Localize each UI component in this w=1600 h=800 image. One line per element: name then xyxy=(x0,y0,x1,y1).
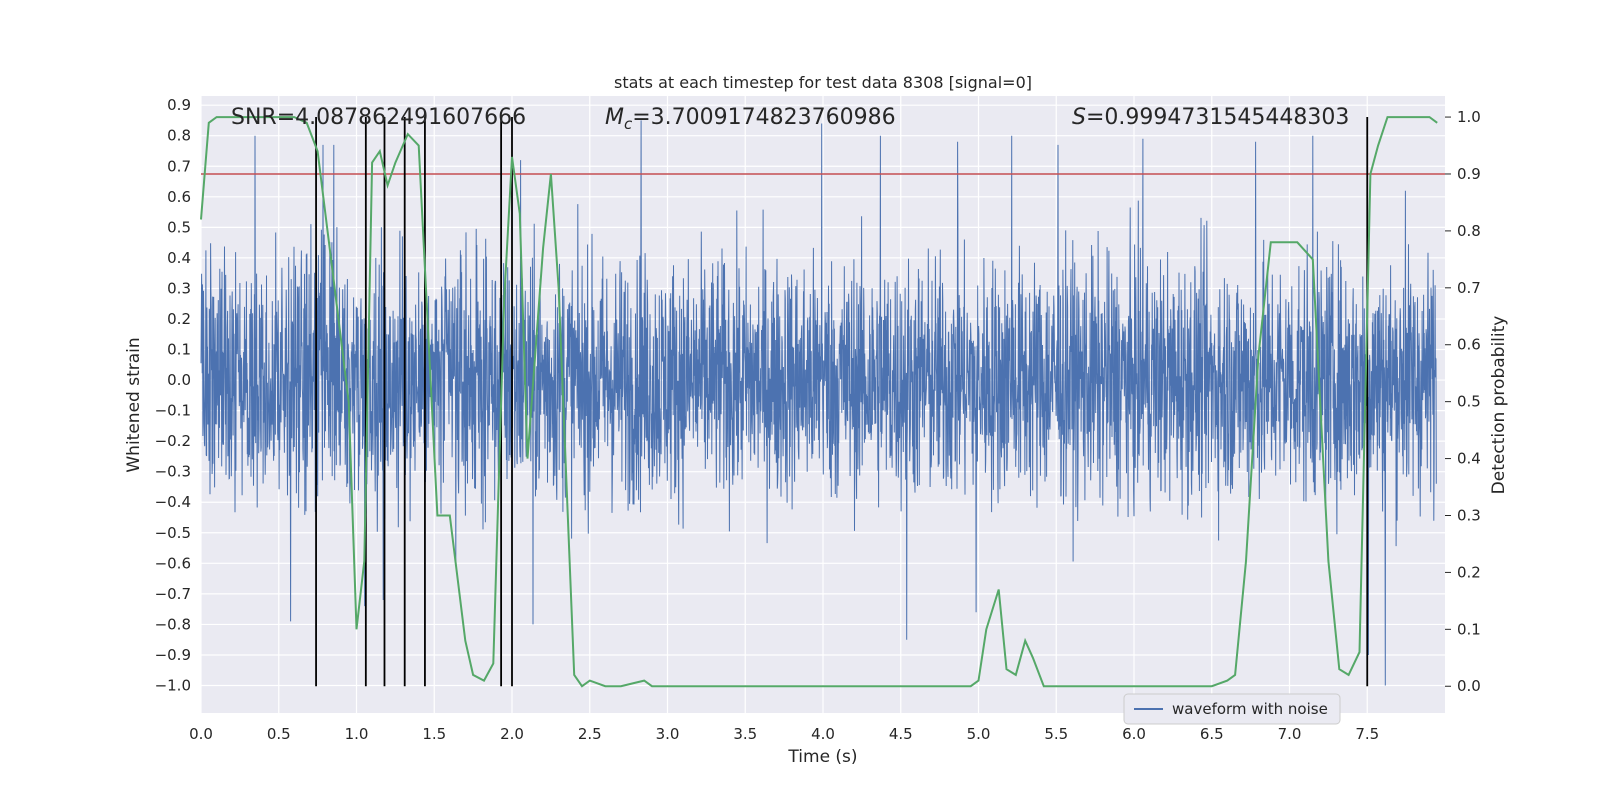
y-right-tick-label: 0.0 xyxy=(1457,677,1481,695)
y-right-tick-label: 0.5 xyxy=(1457,393,1481,411)
y-left-tick-label: −0.9 xyxy=(155,646,191,664)
x-tick-label: 1.0 xyxy=(345,725,369,743)
x-tick-label: 6.5 xyxy=(1200,725,1224,743)
x-tick-label: 0.5 xyxy=(267,725,291,743)
y-left-tick-label: 0.3 xyxy=(167,279,191,297)
mc-subscript: c xyxy=(624,115,633,133)
y-left-tick-label: −0.5 xyxy=(155,524,191,542)
y-left-tick-label: 0.6 xyxy=(167,188,191,206)
s-symbol: S xyxy=(1072,105,1086,130)
legend-label: waveform with noise xyxy=(1172,700,1328,718)
x-tick-label: 6.0 xyxy=(1122,725,1146,743)
y-left-axis-label: Whitened strain xyxy=(124,337,144,472)
y-left-tick-label: −0.6 xyxy=(155,554,191,572)
x-tick-label: 4.0 xyxy=(811,725,835,743)
waveform-line xyxy=(200,120,1437,686)
y-left-tick-label: 0.1 xyxy=(167,341,191,359)
y-left-tick-label: −0.3 xyxy=(155,463,191,481)
x-tick-label: 7.5 xyxy=(1355,725,1379,743)
y-left-tick-label: −0.1 xyxy=(155,402,191,420)
y-left-tick-label: 0.5 xyxy=(167,218,191,236)
y-right-tick-label: 0.1 xyxy=(1457,620,1481,638)
y-right-tick-label: 0.6 xyxy=(1457,336,1481,354)
y-right-tick-label: 0.2 xyxy=(1457,563,1481,581)
y-left-tick-label: 0.2 xyxy=(167,310,191,328)
y-left-tick-labels: 0.9 0.8 0.7 0.6 0.5 0.4 0.3 0.2 0.1 0.0 −0.1 −0.2 −0… xyxy=(155,96,191,694)
legend: waveform with noise xyxy=(1123,693,1341,725)
detection-probability-line xyxy=(200,116,1438,688)
y-left-tick-label: −1.0 xyxy=(155,677,191,695)
x-tick-label: 1.5 xyxy=(422,725,446,743)
s-annotation: S=0.9994731545448303 xyxy=(1072,105,1349,130)
x-tick-label: 3.0 xyxy=(656,725,680,743)
y-left-tick-label: −0.2 xyxy=(155,432,191,450)
mc-annotation: Mc=3.7009174823760986 xyxy=(605,105,896,133)
x-tick-labels: 0.0 0.5 1.0 1.5 2.0 2.5 3.0 3.5 4.0 4.5 5.0 5.5 6.0 6… xyxy=(189,725,1379,743)
x-tick-label: 5.0 xyxy=(967,725,991,743)
y-left-tick-label: −0.7 xyxy=(155,585,191,603)
y-right-tick-label: 1.0 xyxy=(1457,108,1481,126)
x-tick-label: 0.0 xyxy=(189,725,213,743)
x-tick-label: 3.5 xyxy=(733,725,757,743)
y-left-tick-label: −0.8 xyxy=(155,615,191,633)
y-right-tick-label: 0.9 xyxy=(1457,165,1481,183)
chart-title: stats at each timestep for test data 830… xyxy=(614,73,1032,92)
y-right-tick-label: 0.4 xyxy=(1457,450,1481,468)
y-right-axis-label: Detection probability xyxy=(1489,316,1509,495)
mc-value: =3.7009174823760986 xyxy=(632,105,895,130)
x-tick-label: 2.0 xyxy=(500,725,524,743)
y-left-tick-label: 0.8 xyxy=(167,127,191,145)
y-left-tick-label: 0.4 xyxy=(167,249,191,267)
x-tick-label: 2.5 xyxy=(578,725,602,743)
x-tick-label: 7.0 xyxy=(1278,725,1302,743)
s-value: =0.9994731545448303 xyxy=(1086,105,1349,130)
x-axis-label: Time (s) xyxy=(787,747,857,767)
mc-symbol: M xyxy=(605,105,624,130)
x-tick-label: 5.5 xyxy=(1044,725,1068,743)
waveform-series xyxy=(200,120,1437,686)
y-left-tick-label: 0.0 xyxy=(167,371,191,389)
y-left-tick-label: −0.4 xyxy=(155,493,191,511)
y-right-tick-label: 0.3 xyxy=(1457,506,1481,524)
y-right-tick-labels: 1.0 0.9 0.8 0.7 0.6 0.5 0.4 0.3 0.2 0.1 0.0 xyxy=(1445,108,1481,695)
legend-box xyxy=(1123,693,1341,725)
y-right-tick-label: 0.8 xyxy=(1457,222,1481,240)
y-right-tick-label: 0.7 xyxy=(1457,279,1481,297)
y-left-tick-label: 0.9 xyxy=(167,96,191,114)
snr-annotation: SNR=4.087862491607666 xyxy=(231,105,526,130)
x-tick-label: 4.5 xyxy=(889,725,913,743)
y-left-tick-label: 0.7 xyxy=(167,157,191,175)
